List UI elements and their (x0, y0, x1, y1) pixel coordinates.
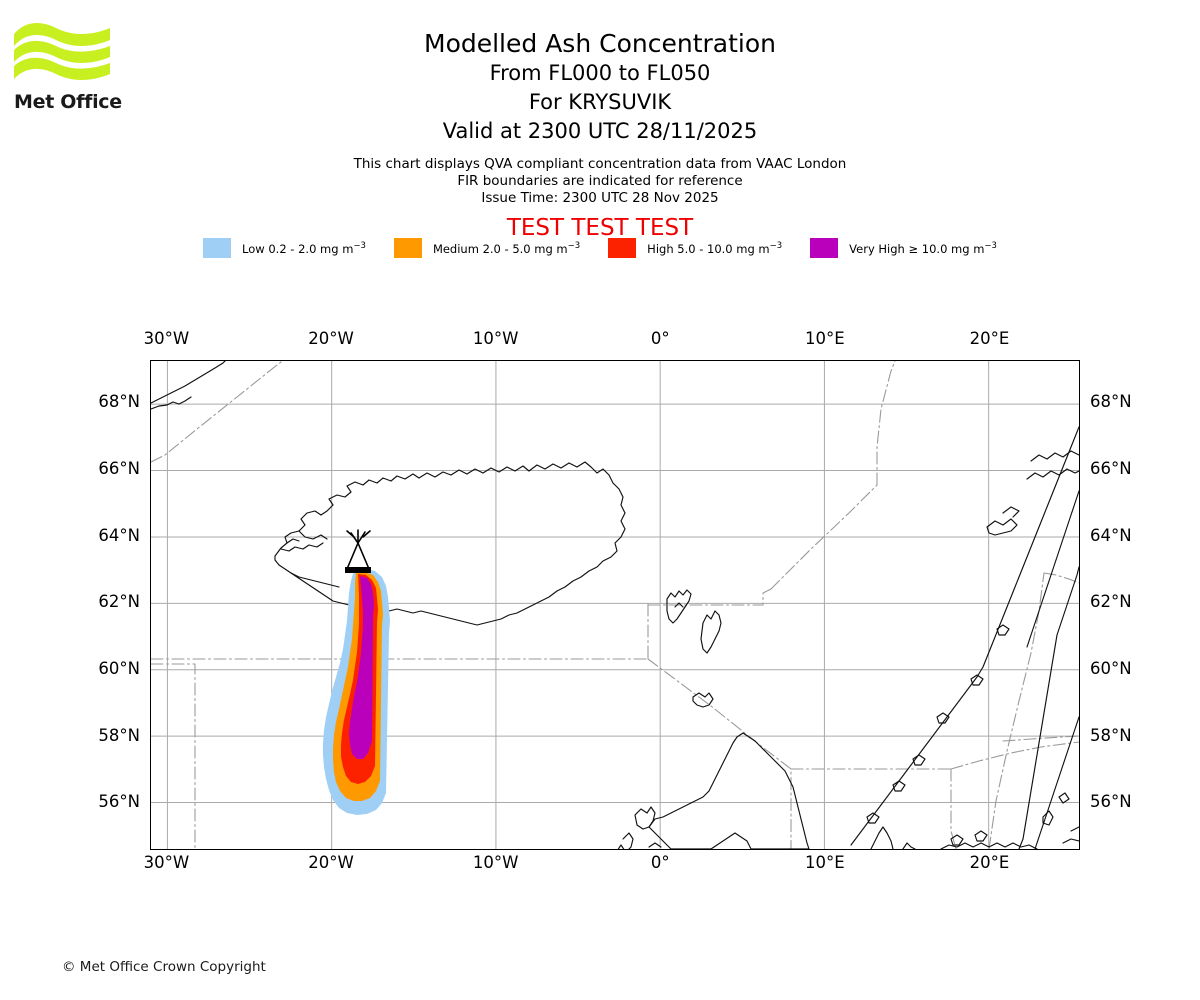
y-tick-label-right-2: 60°N (1090, 659, 1132, 678)
x-tick-label-top-2: 10°W (472, 329, 519, 348)
x-tick-label-bottom-1: 20°W (308, 853, 354, 872)
y-tick-label-left-5: 66°N (98, 459, 140, 478)
fir-boundaries (151, 361, 1079, 849)
y-tick-label-right-6: 68°N (1090, 392, 1132, 412)
flight-level-range: From FL000 to FL050 (489, 61, 711, 85)
y-tick-label-left-2: 60°N (98, 659, 140, 678)
y-tick-label-left-1: 58°N (98, 725, 140, 745)
legend-label-low: Low 0.2 - 2.0 mg m−3 (242, 240, 366, 256)
copyright-notice: © Met Office Crown Copyright (62, 959, 266, 975)
met-office-wave-mark (14, 23, 110, 81)
met-office-logo: Met Office (12, 18, 132, 113)
x-tick-label-top-3: 0° (650, 329, 670, 348)
volcano-name: For KRYSUVIK (528, 90, 672, 114)
note-qva: This chart displays QVA compliant concen… (353, 156, 847, 172)
x-tick-label-top-4: 10°E (805, 329, 845, 348)
y-tick-label-left-6: 68°N (98, 392, 140, 412)
y-tick-label-right-0: 56°N (1090, 792, 1132, 812)
concentration-legend: Low 0.2 - 2.0 mg m−3 Medium 2.0 - 5.0 mg… (0, 238, 1200, 258)
x-tick-label-bottom-0: 30°W (143, 853, 190, 872)
x-tick-label-bottom-2: 10°W (472, 853, 519, 872)
chart-title-block: Modelled Ash Concentration From FL000 to… (0, 28, 1200, 146)
test-banner: TEST TEST TEST (506, 215, 694, 241)
legend-label-very-high: Very High ≥ 10.0 mg m−3 (849, 240, 997, 256)
legend-swatch-medium (393, 238, 422, 258)
y-tick-label-right-1: 58°N (1090, 725, 1132, 745)
x-tick-label-bottom-3: 0° (650, 853, 670, 872)
coastlines (151, 361, 1079, 849)
y-tick-label-left-4: 64°N (98, 525, 140, 545)
x-tick-label-top-0: 30°W (143, 329, 190, 348)
legend-swatch-low (203, 238, 232, 258)
y-tick-label-right-5: 66°N (1090, 459, 1132, 478)
chart-notes: This chart displays QVA compliant concen… (0, 156, 1200, 207)
legend-label-medium: Medium 2.0 - 5.0 mg m−3 (432, 240, 581, 256)
legend-item-very-high: Very High ≥ 10.0 mg m−3 (810, 238, 997, 258)
x-tick-label-top-5: 20°E (969, 329, 1010, 348)
x-tick-label-bottom-4: 10°E (805, 853, 845, 872)
legend-label-high: High 5.0 - 10.0 mg m−3 (647, 240, 783, 256)
volcano-source-marker (345, 529, 371, 573)
y-tick-label-left-0: 56°N (98, 792, 140, 812)
y-tick-label-left-3: 62°N (98, 592, 140, 612)
note-fir: FIR boundaries are indicated for referen… (457, 173, 743, 189)
legend-swatch-very-high (810, 238, 839, 258)
x-tick-label-bottom-5: 20°E (969, 853, 1010, 872)
y-tick-label-right-3: 62°N (1090, 592, 1132, 612)
issue-time: Issue Time: 2300 UTC 28 Nov 2025 (481, 190, 719, 206)
ash-plume-contours (323, 569, 390, 815)
legend-swatch-high (608, 238, 637, 258)
map-gridlines (151, 361, 1079, 849)
legend-item-low: Low 0.2 - 2.0 mg m−3 (203, 238, 366, 258)
map-plot-area[interactable] (150, 360, 1080, 850)
legend-item-medium: Medium 2.0 - 5.0 mg m−3 (393, 238, 581, 258)
plume-contour-very-high (349, 576, 374, 759)
y-tick-label-right-4: 64°N (1090, 525, 1132, 545)
met-office-logo-text: Met Office (14, 91, 122, 113)
page-title: Modelled Ash Concentration (424, 29, 776, 58)
legend-item-high: High 5.0 - 10.0 mg m−3 (608, 238, 782, 258)
valid-time: Valid at 2300 UTC 28/11/2025 (442, 119, 758, 143)
map-canvas (151, 361, 1079, 849)
x-tick-label-top-1: 20°W (308, 329, 354, 348)
